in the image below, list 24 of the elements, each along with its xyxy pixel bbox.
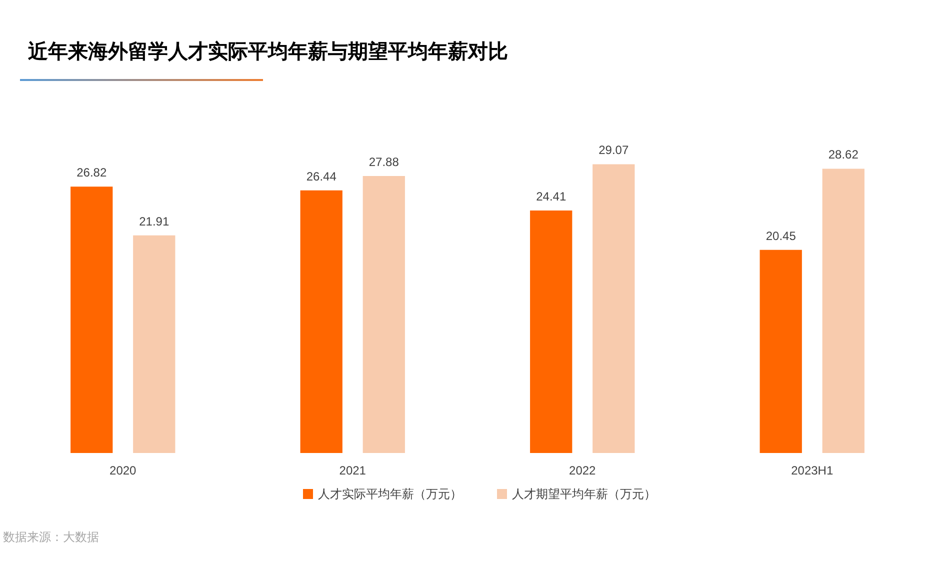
- x-tick-label: 2023H1: [791, 464, 834, 478]
- legend-label: 人才实际平均年薪（万元）: [318, 487, 462, 501]
- legend-label: 人才期望平均年薪（万元）: [512, 487, 656, 501]
- data-label: 26.82: [76, 166, 107, 180]
- chart-title: 近年来海外留学人才实际平均年薪与期望平均年薪对比: [28, 40, 508, 65]
- source-note: 数据来源：大数据: [3, 529, 99, 546]
- bar: [300, 190, 342, 453]
- data-label: 29.07: [598, 143, 629, 158]
- data-label: 27.88: [368, 155, 400, 170]
- x-tick-label: 2020: [110, 464, 137, 478]
- data-label: 26.44: [306, 169, 337, 184]
- bar: [133, 235, 176, 453]
- data-label: 21.91: [139, 214, 170, 228]
- bar: [362, 176, 405, 453]
- data-label: 24.41: [536, 190, 566, 204]
- bar: [822, 168, 864, 453]
- x-tick-label: 2021: [339, 464, 366, 478]
- data-label: 28.62: [828, 148, 859, 162]
- bar: [530, 210, 572, 453]
- bar: [760, 250, 802, 453]
- bar: [70, 186, 113, 453]
- data-label: 20.45: [766, 228, 796, 243]
- bar: [592, 164, 635, 453]
- x-tick-label: 2022: [569, 464, 596, 478]
